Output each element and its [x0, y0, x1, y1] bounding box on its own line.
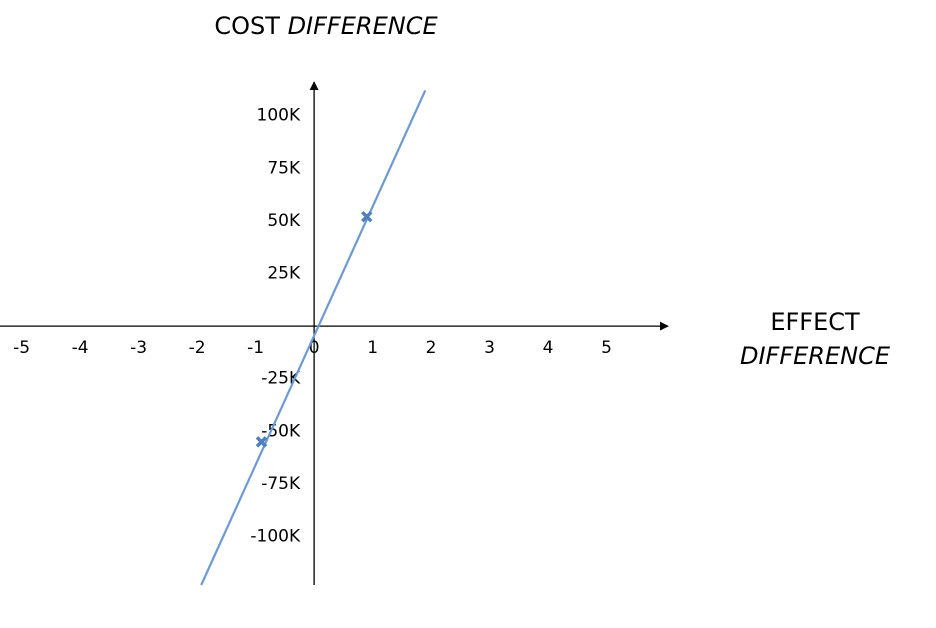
y-tick-label: -25K [261, 369, 301, 389]
y-tick-label: 75K [267, 158, 301, 178]
x-axis-title: EFFECT [770, 308, 860, 336]
x-tick-label: -4 [72, 338, 89, 358]
y-tick-label: 25K [267, 264, 301, 284]
y-tick-label: 100K [257, 106, 301, 126]
y-tick-label: -50K [261, 421, 301, 441]
x-tick-label: -1 [247, 338, 264, 358]
point-marker [255, 436, 268, 448]
x-tick-label: 1 [367, 338, 378, 358]
y-axis-title: COST DIFFERENCE [214, 12, 438, 40]
point-marker [361, 210, 373, 223]
x-tick-label: -3 [130, 338, 147, 358]
x-tick-label: -2 [189, 338, 206, 358]
x-tick-label: 4 [543, 338, 554, 358]
x-axis-title: DIFFERENCE [740, 342, 891, 370]
x-tick-label: 0 [309, 338, 320, 358]
y-tick-label: 50K [267, 211, 301, 231]
y-tick-label: -100K [250, 527, 301, 547]
x-tick-label: -5 [13, 338, 30, 358]
y-axis-title-part: DIFFERENCE [288, 12, 439, 40]
x-tick-label: 5 [601, 338, 612, 358]
y-tick-label: -75K [261, 474, 301, 494]
cost-effect-line [200, 89, 427, 586]
x-tick-label: 2 [426, 338, 437, 358]
y-axis-title-part: COST [214, 12, 280, 40]
x-tick-label: 3 [484, 338, 495, 358]
